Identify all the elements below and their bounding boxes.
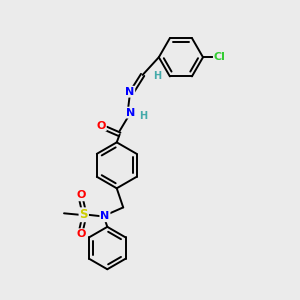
Text: O: O	[96, 121, 106, 130]
Text: O: O	[77, 190, 86, 200]
Text: N: N	[125, 87, 134, 97]
Text: Cl: Cl	[214, 52, 226, 62]
Text: O: O	[77, 229, 86, 239]
Text: H: H	[153, 71, 161, 81]
Text: N: N	[100, 211, 110, 221]
Text: S: S	[80, 208, 88, 221]
Text: H: H	[139, 110, 147, 121]
Text: N: N	[126, 108, 135, 118]
